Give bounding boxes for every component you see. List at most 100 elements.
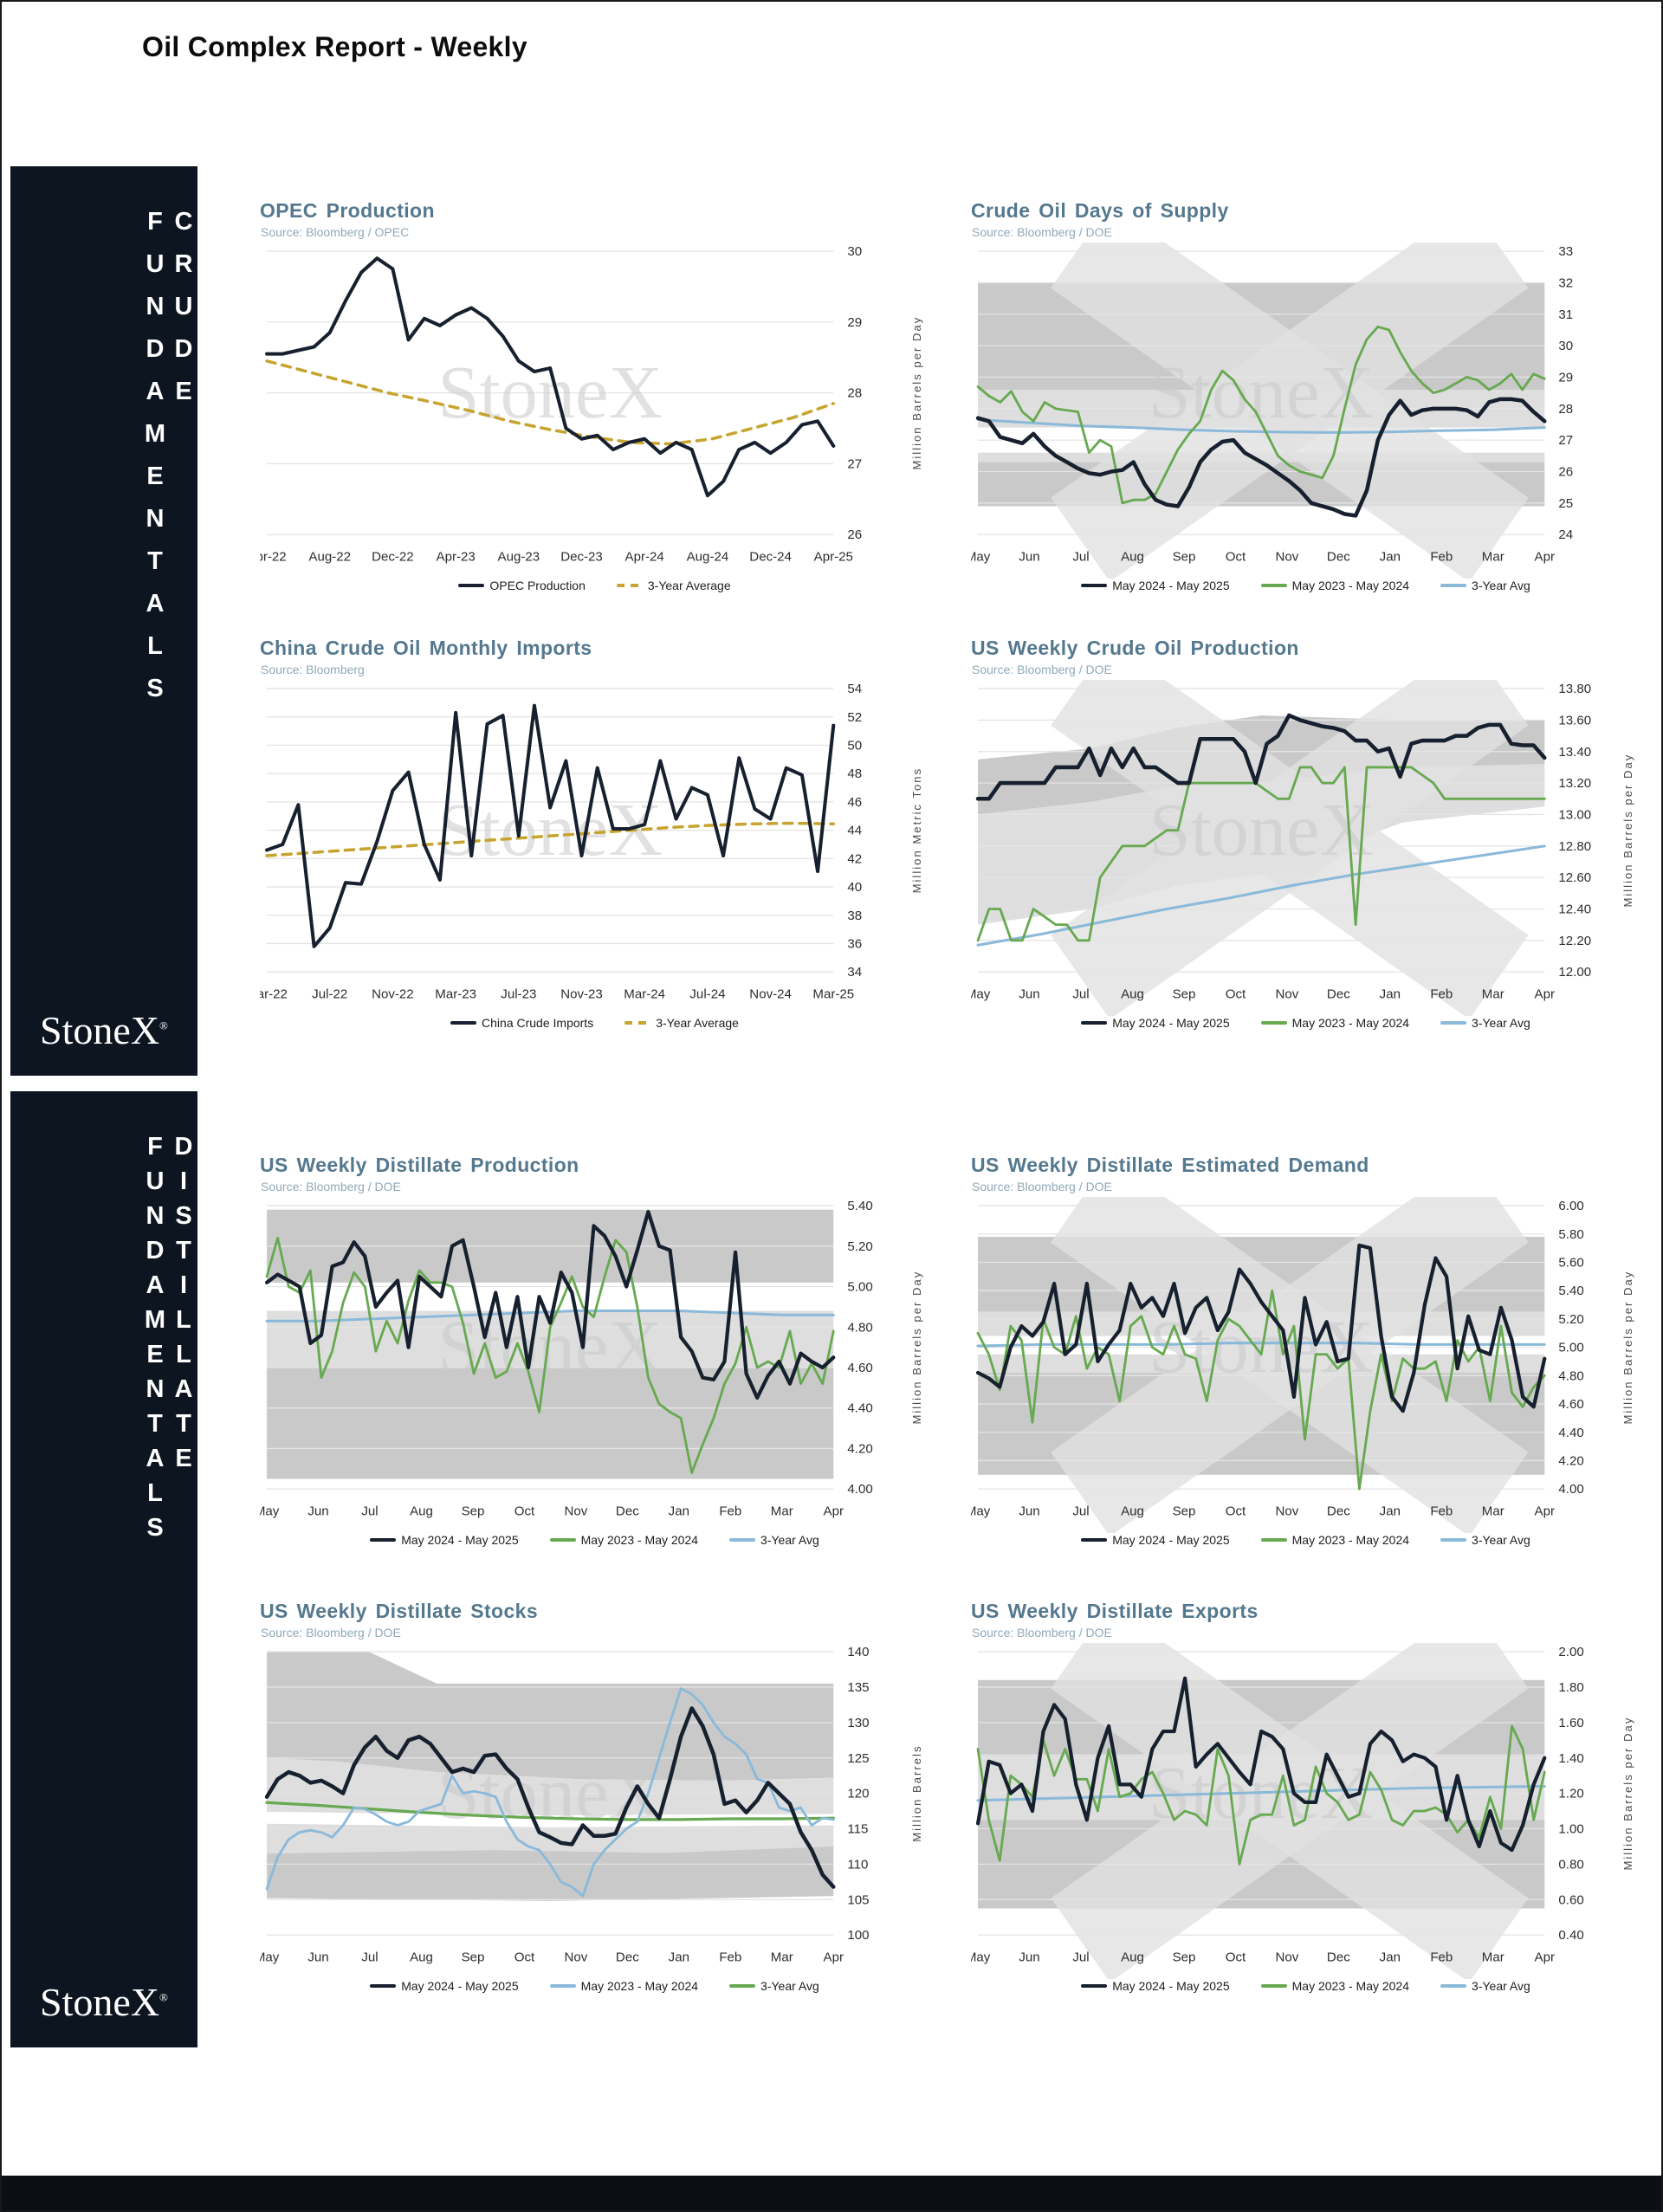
svg-text:140: 140: [847, 1645, 869, 1659]
svg-text:2.00: 2.00: [1558, 1645, 1583, 1659]
chart-title: Crude Oil Days of Supply: [971, 199, 1229, 222]
legend-label: May 2023 - May 2024: [1291, 578, 1410, 592]
svg-text:Million Metric Tons: Million Metric Tons: [910, 767, 923, 894]
svg-text:Aug: Aug: [1121, 1504, 1144, 1518]
legend-label: OPEC Production: [489, 578, 586, 592]
chart-us-crude-production: US Weekly Crude Oil Production Source: B…: [971, 637, 1640, 1074]
legend-label: May 2024 - May 2025: [1112, 1978, 1230, 1993]
legend-label: 3-Year Avg: [1472, 1978, 1530, 1993]
svg-text:May: May: [971, 986, 991, 1001]
svg-text:130: 130: [847, 1716, 869, 1730]
legend-item: 3-Year Average: [616, 578, 731, 592]
chart-source: Source: Bloomberg / OPEC: [261, 225, 410, 239]
svg-text:5.40: 5.40: [1558, 1284, 1583, 1298]
chart-title: China Crude Oil Monthly Imports: [260, 637, 592, 659]
sidebar-label-distillate: DISTILLATE FUNDAMENTALS: [141, 1133, 197, 1549]
chart-title: US Weekly Distillate Stocks: [260, 1600, 539, 1622]
svg-text:Aug: Aug: [1121, 1950, 1144, 1964]
svg-text:24: 24: [1558, 527, 1573, 542]
legend-item: May 2024 - May 2025: [370, 1979, 519, 1993]
svg-text:13.00: 13.00: [1558, 807, 1591, 822]
chart-legend: May 2024 - May 2025 May 2023 - May 2024 3-…: [260, 1533, 929, 1547]
page-title: Oil Complex Report - Weekly: [142, 31, 527, 62]
svg-text:Feb: Feb: [719, 1950, 741, 1964]
chart-title: US Weekly Distillate Estimated Demand: [971, 1154, 1369, 1176]
svg-text:May: May: [260, 1950, 280, 1964]
legend-swatch: [1081, 1983, 1108, 1988]
svg-text:Dec-23: Dec-23: [560, 549, 603, 564]
legend-label: May 2023 - May 2024: [580, 1978, 699, 1993]
svg-text:Nov-23: Nov-23: [560, 986, 603, 1001]
distillate-charts-grid: US Weekly Distillate Production Source: …: [210, 1091, 1647, 2047]
legend-item: 3-Year Avg: [1440, 1979, 1530, 1993]
legend-swatch: [1440, 1020, 1467, 1025]
legend-swatch: [549, 1983, 576, 1988]
legend-item: May 2023 - May 2024: [1260, 1016, 1409, 1030]
chart-source: Source: Bloomberg / DOE: [972, 1626, 1112, 1640]
svg-text:Apr-22: Apr-22: [260, 549, 287, 564]
legend-label: 3-Year Avg: [1472, 1015, 1530, 1030]
registered-mark: ®: [159, 1019, 168, 1032]
svg-text:4.00: 4.00: [847, 1482, 872, 1497]
legend-label: 3-Year Avg: [1472, 578, 1530, 592]
svg-text:Jun: Jun: [307, 1950, 328, 1964]
svg-text:Mar-24: Mar-24: [624, 986, 665, 1001]
svg-text:Sep: Sep: [462, 1504, 485, 1518]
chart-canvas: 26 27 28 29 30 StoneX Apr-22 Aug-22 Dec-22 Apr-23…: [260, 243, 929, 579]
svg-text:Mar: Mar: [1482, 986, 1504, 1001]
chart-distillate-stocks: US Weekly Distillate Stocks Source: Bloo…: [260, 1600, 929, 2046]
chart-title: US Weekly Distillate Exports: [971, 1600, 1259, 1622]
svg-text:Sep: Sep: [1173, 1950, 1196, 1964]
sidebar-crude-fundamentals: CRUDE FUNDAMENTALS StoneX®: [10, 166, 197, 1076]
svg-text:Dec: Dec: [616, 1950, 639, 1964]
svg-text:Apr-23: Apr-23: [437, 549, 476, 564]
legend-label: 3-Year Average: [656, 1015, 739, 1030]
svg-text:Mar: Mar: [771, 1504, 793, 1518]
svg-text:Aug-22: Aug-22: [308, 549, 351, 564]
svg-text:4.20: 4.20: [1558, 1453, 1583, 1468]
svg-text:Apr: Apr: [1535, 986, 1555, 1001]
svg-text:105: 105: [847, 1892, 869, 1907]
svg-text:Apr: Apr: [1535, 1504, 1555, 1518]
svg-text:0.60: 0.60: [1558, 1892, 1583, 1907]
svg-text:4.60: 4.60: [1558, 1397, 1583, 1412]
legend-item: May 2023 - May 2024: [1260, 1532, 1410, 1547]
legend-swatch: [1081, 1537, 1108, 1542]
legend-label: 3-Year Average: [647, 578, 731, 592]
svg-text:Million Barrels per Day: Million Barrels per Day: [1621, 1717, 1634, 1871]
svg-text:0.40: 0.40: [1558, 1928, 1583, 1943]
chart-source: Source: Bloomberg / DOE: [261, 1180, 401, 1193]
svg-text:Oct: Oct: [1226, 986, 1246, 1001]
svg-text:100: 100: [847, 1928, 869, 1943]
legend-label: May 2023 - May 2024: [1291, 1532, 1410, 1547]
svg-text:Jun: Jun: [1019, 986, 1039, 1001]
svg-text:Jan: Jan: [1380, 1504, 1401, 1518]
svg-text:1.20: 1.20: [1558, 1787, 1583, 1801]
svg-text:Jul-22: Jul-22: [312, 986, 347, 1001]
svg-text:46: 46: [847, 795, 862, 810]
svg-text:Jun: Jun: [1019, 1950, 1039, 1964]
svg-text:Jun: Jun: [1019, 1504, 1039, 1518]
svg-text:13.60: 13.60: [1558, 713, 1591, 728]
svg-text:38: 38: [847, 909, 862, 923]
svg-text:Apr: Apr: [824, 1950, 844, 1964]
svg-text:Million Barrels per Day: Million Barrels per Day: [910, 1271, 923, 1425]
chart-source: Source: Bloomberg: [261, 663, 365, 676]
legend-swatch: [370, 1983, 397, 1988]
svg-text:May: May: [971, 1950, 991, 1964]
svg-text:33: 33: [1558, 244, 1573, 259]
svg-text:1.40: 1.40: [1558, 1751, 1583, 1766]
svg-text:12.00: 12.00: [1558, 965, 1591, 980]
svg-text:Mar-25: Mar-25: [812, 986, 854, 1001]
svg-text:4.40: 4.40: [1558, 1426, 1583, 1440]
svg-text:Sep: Sep: [1173, 549, 1196, 564]
legend-item: 3-Year Avg: [1440, 1016, 1530, 1030]
legend-item: 3-Year Avg: [1440, 579, 1530, 592]
svg-text:Million Barrels: Million Barrels: [910, 1744, 923, 1841]
legend-swatch: [458, 583, 485, 587]
svg-text:May: May: [971, 1504, 991, 1518]
svg-text:5.60: 5.60: [1558, 1256, 1583, 1271]
svg-text:Aug: Aug: [1121, 549, 1144, 564]
stonex-logo: StoneX®: [10, 1979, 197, 2025]
